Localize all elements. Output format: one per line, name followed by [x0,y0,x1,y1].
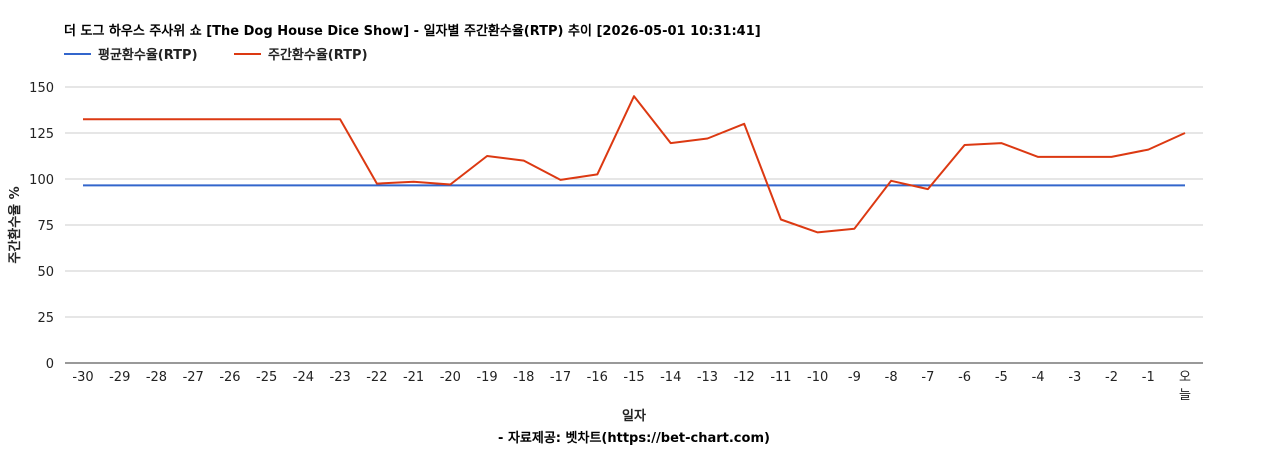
x-tick-label: -8 [885,370,898,385]
y-tick-label: 75 [37,219,54,234]
y-tick-label: 150 [29,81,54,96]
series-layer [83,95,1186,234]
x-tick-label: -9 [848,370,861,385]
x-tick-label: -26 [219,370,240,385]
x-tick-label: -7 [921,370,934,385]
y-tick-label: 125 [29,127,54,142]
x-tick-label: -4 [1032,370,1045,385]
y-axis-ticks: 0 25 50 75 100 125 150 [29,81,54,372]
x-tick-label: -22 [366,370,387,385]
x-tick-label: -1 [1142,370,1155,385]
x-tick-label: 오 [1179,370,1191,385]
x-tick-label: -2 [1105,370,1118,385]
x-tick-label: -16 [587,370,608,385]
legend-label: 주간환수율(RTP) [268,47,368,63]
x-tick-label: -28 [146,370,167,385]
x-tick-label: -24 [293,370,314,385]
x-tick-label: -20 [440,370,461,385]
x-tick-label: -19 [476,370,497,385]
x-tick-label: -10 [807,370,828,385]
legend-label: 평균환수율(RTP) [98,47,198,63]
x-tick-label: -13 [697,370,718,385]
y-tick-label: 25 [37,311,54,326]
x-tick-label: -27 [183,370,204,385]
x-tick-label: -23 [330,370,351,385]
x-tick-label: -25 [256,370,277,385]
x-tick-label: -21 [403,370,424,385]
y-tick-label: 50 [37,265,54,280]
chart-title: 더 도그 하우스 주사위 쇼 [The Dog House Dice Show]… [64,23,761,39]
x-tick-label: -15 [623,370,644,385]
x-axis-title: 일자 [622,409,646,424]
x-tick-label: -3 [1068,370,1081,385]
series-line-weekly-rtp [83,95,1186,234]
y-tick-label: 0 [46,357,54,372]
x-tick-label: -29 [109,370,130,385]
x-tick-label: 늘 [1179,388,1191,403]
x-tick-label: -5 [995,370,1008,385]
y-axis-title: 주간환수율 % [7,186,23,263]
source-note: - 자료제공: 벳차트(https://bet-chart.com) [498,430,770,446]
x-tick-label: -11 [770,370,791,385]
legend: 평균환수율(RTP) 주간환수율(RTP) [64,47,368,63]
x-tick-label: -17 [550,370,571,385]
x-tick-label: -6 [958,370,971,385]
x-tick-label: -14 [660,370,681,385]
x-tick-label: -18 [513,370,534,385]
gridlines [65,86,1203,364]
x-axis-ticks: -30 -29 -28 -27 -26 -25 -24 -23 -22 -21 -20 -19 -18 -… [72,370,1191,403]
x-tick-label: -12 [734,370,755,385]
x-tick-label: -30 [72,370,93,385]
y-tick-label: 100 [29,173,54,188]
